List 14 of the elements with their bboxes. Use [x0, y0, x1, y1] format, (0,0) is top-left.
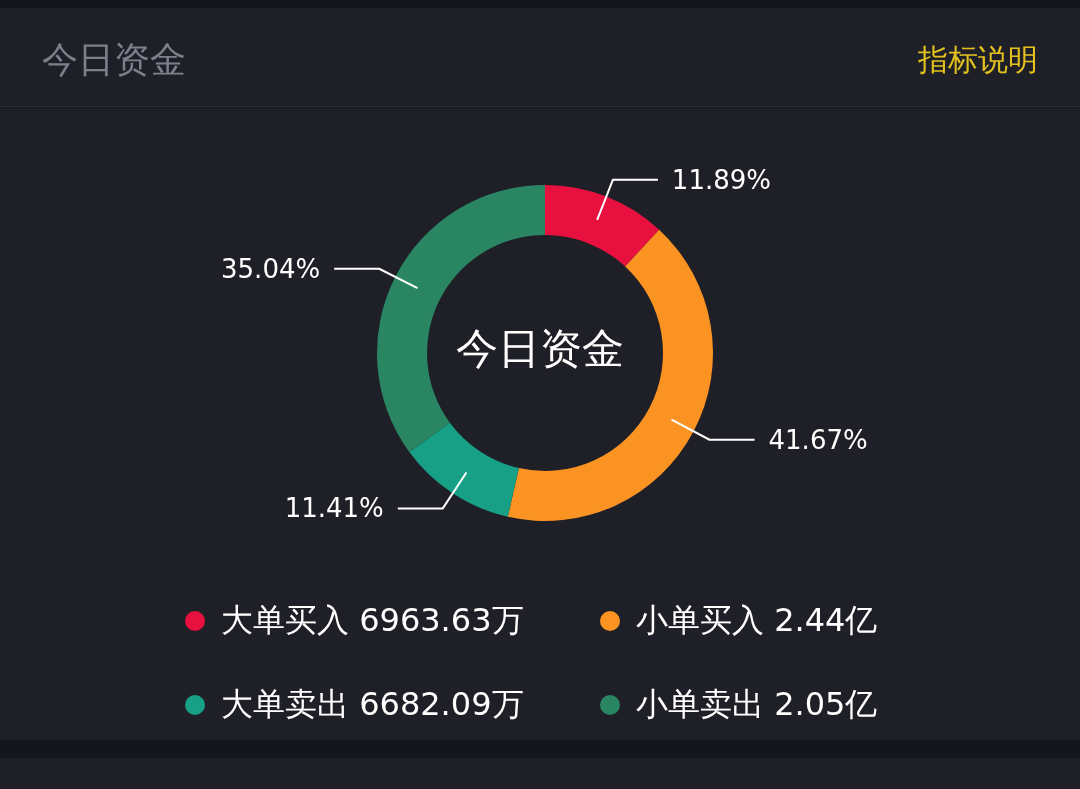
data-label: 11.89% [671, 164, 772, 195]
legend-label: 小单卖出 2.05亿 [636, 684, 878, 725]
data-label: 11.41% [284, 493, 384, 524]
legend-label: 大单买入 6963.63万 [221, 600, 524, 641]
text: 今日资金 [456, 323, 624, 373]
chart-title: 今日资金 [42, 38, 186, 82]
data-label: 41.67% [768, 424, 868, 455]
donut-slice [377, 185, 545, 453]
text: 指标说明 [918, 41, 1038, 79]
donut-slice [409, 422, 519, 517]
donut-slice [545, 185, 660, 267]
legend-label: 大单卖出 6682.09万 [221, 684, 524, 725]
data-label: 35.04% [221, 253, 321, 284]
legend-label: 小单买入 2.44亿 [636, 600, 878, 641]
